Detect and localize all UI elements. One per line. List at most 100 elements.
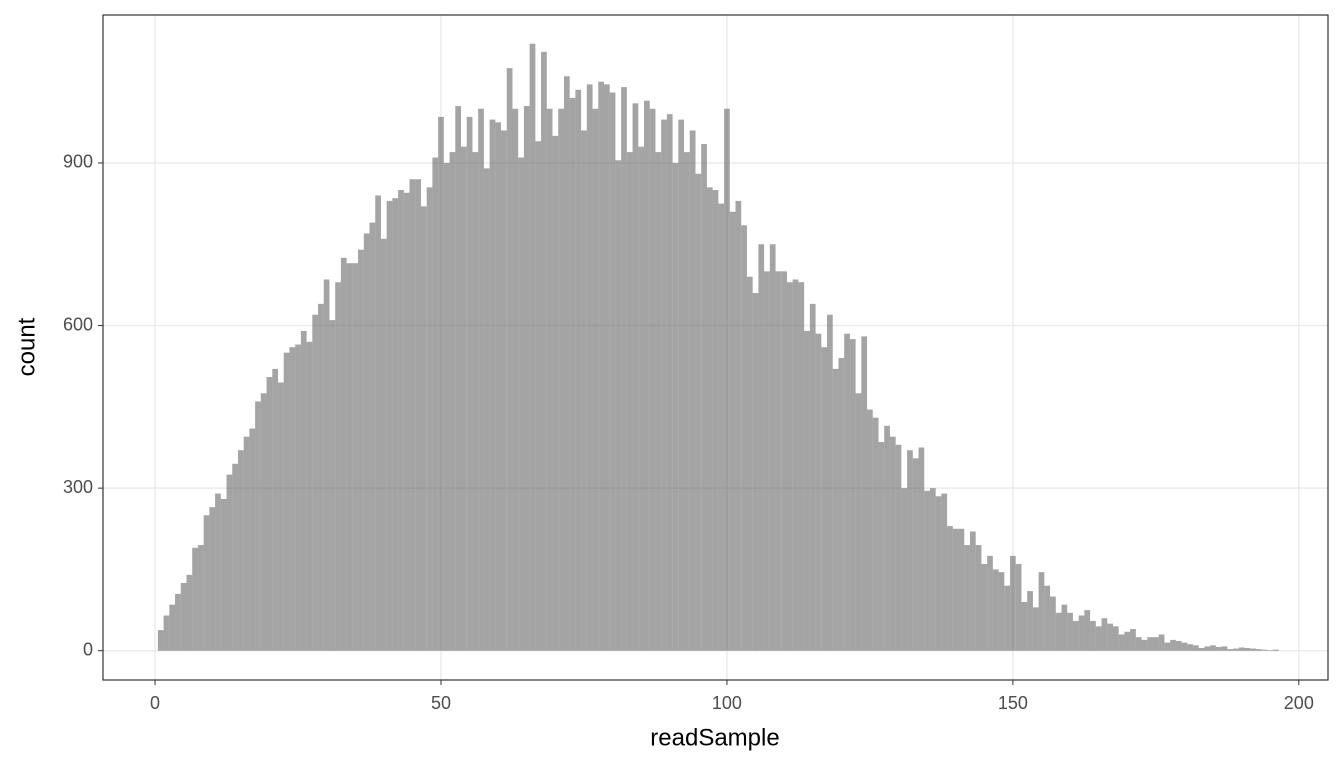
bar <box>386 200 393 651</box>
bar <box>203 515 210 651</box>
bar <box>855 393 862 651</box>
bar <box>175 593 181 651</box>
x-tick-label: 50 <box>431 693 451 713</box>
bar <box>861 336 868 651</box>
bar <box>169 604 176 651</box>
bar <box>666 114 673 651</box>
bar <box>375 195 381 651</box>
bar <box>1181 642 1188 651</box>
bar <box>1090 620 1096 651</box>
bar <box>278 382 284 651</box>
bar <box>483 168 490 651</box>
bar <box>684 152 690 651</box>
bar <box>512 108 519 651</box>
bar <box>501 130 507 651</box>
bar <box>449 152 456 651</box>
bar <box>163 615 170 651</box>
bar <box>1198 648 1205 651</box>
x-axis-title: readSample <box>650 724 779 751</box>
bar <box>1175 640 1182 651</box>
bar <box>952 528 959 651</box>
bar <box>518 157 524 651</box>
bar <box>626 152 633 651</box>
bar <box>329 320 336 651</box>
x-tick-label: 200 <box>1284 693 1314 713</box>
bar <box>992 569 999 651</box>
bar <box>1221 646 1228 651</box>
bar <box>615 160 622 651</box>
bar <box>832 368 839 651</box>
bar <box>769 244 776 651</box>
bar <box>415 179 421 651</box>
bar <box>318 303 324 651</box>
y-tick-label: 600 <box>63 314 93 334</box>
bar <box>255 401 261 651</box>
bar <box>1004 585 1011 651</box>
bar <box>209 507 216 651</box>
bar <box>1147 637 1153 651</box>
bar <box>581 130 587 651</box>
bar <box>215 493 221 651</box>
bar <box>478 108 484 651</box>
bar <box>289 347 296 651</box>
bar <box>443 162 450 651</box>
bar <box>1227 649 1234 651</box>
bar <box>884 425 890 651</box>
x-tick-label: 0 <box>150 693 160 713</box>
bar <box>1255 649 1262 651</box>
bar <box>1015 564 1022 651</box>
bar <box>186 574 193 651</box>
bar <box>420 206 427 651</box>
bar <box>1084 610 1091 651</box>
bar <box>552 135 559 651</box>
bar <box>1061 604 1068 651</box>
bar <box>1072 620 1079 651</box>
bar <box>924 490 930 651</box>
bar <box>1130 629 1136 651</box>
bar <box>764 271 770 651</box>
bar <box>895 444 902 651</box>
bar <box>735 200 742 651</box>
bar <box>1135 637 1142 651</box>
bar <box>312 314 319 651</box>
bar <box>827 314 833 651</box>
bar <box>1010 555 1016 651</box>
bar <box>1187 644 1194 651</box>
x-tick-label: 150 <box>998 693 1028 713</box>
bar <box>661 119 667 651</box>
bar <box>901 488 908 651</box>
bar <box>849 339 856 651</box>
bar <box>1044 585 1051 651</box>
bar <box>1233 648 1239 651</box>
bar <box>1032 607 1039 651</box>
bar <box>523 106 530 651</box>
bar <box>695 173 702 651</box>
bar <box>609 92 616 651</box>
bar <box>358 249 364 651</box>
bar <box>380 238 387 651</box>
bar <box>495 122 502 651</box>
bar <box>935 496 942 651</box>
bar <box>403 192 410 651</box>
bar <box>724 108 730 651</box>
bar <box>1164 642 1171 651</box>
bar <box>867 409 873 651</box>
bar <box>678 119 685 651</box>
bar <box>998 572 1005 651</box>
bar <box>603 84 610 651</box>
y-tick-label: 300 <box>63 477 93 497</box>
bar <box>1050 596 1056 651</box>
bar <box>455 106 462 651</box>
bar <box>1038 572 1045 651</box>
bar <box>878 442 885 651</box>
y-tick-label: 900 <box>63 152 93 172</box>
bar <box>529 43 536 651</box>
bar <box>575 89 582 651</box>
bar <box>598 81 604 651</box>
bar <box>346 263 353 651</box>
bar <box>197 545 204 651</box>
bar <box>781 271 787 651</box>
bar <box>1170 639 1176 651</box>
bar <box>192 547 198 651</box>
bar <box>987 555 993 651</box>
